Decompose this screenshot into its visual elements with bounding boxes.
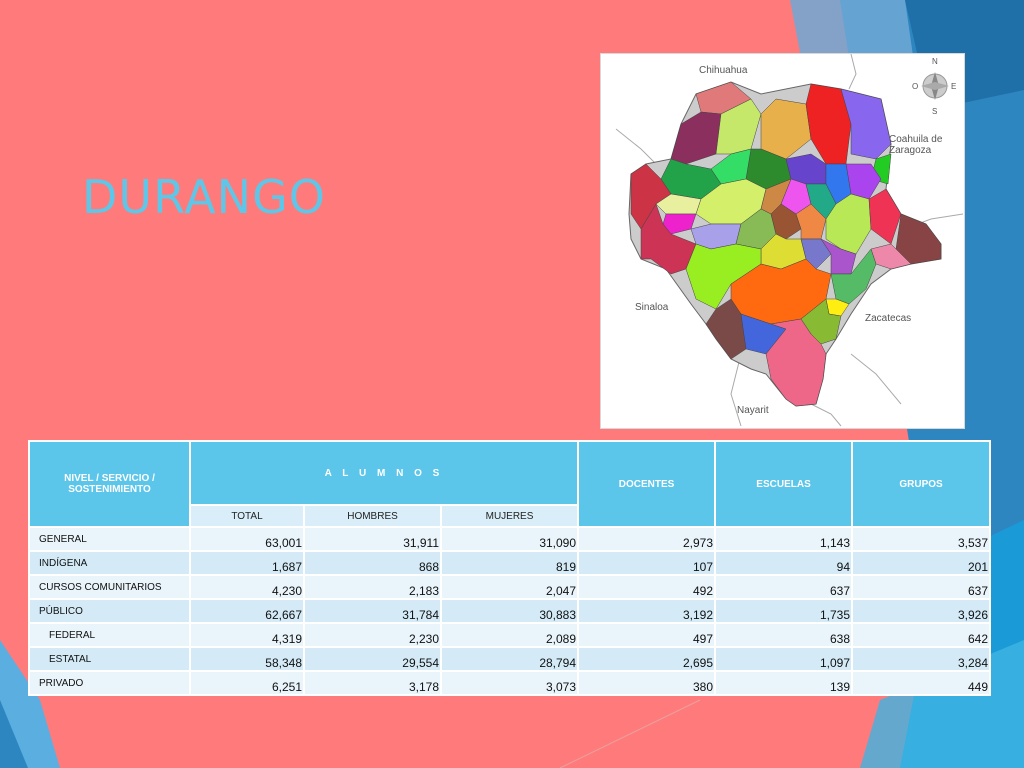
- cell-escuelas: 139: [714, 670, 854, 696]
- cell-mujeres: 30,883: [439, 598, 580, 624]
- cell-escuelas: 637: [714, 574, 854, 600]
- row-label: INDÍGENA: [28, 550, 191, 576]
- cell-mujeres: 2,047: [439, 574, 580, 600]
- cell-grupos: 642: [851, 622, 992, 648]
- map-label-sinaloa: Sinaloa: [635, 302, 669, 313]
- header-alumnos: A L U M N O S: [188, 440, 580, 506]
- map-label-coahuila: Coahuila de Zaragoza: [889, 134, 943, 156]
- row-label: PRIVADO: [28, 670, 191, 696]
- compass-south: S: [932, 107, 938, 116]
- durango-map: Chihuahua Coahuila de Zaragoza Sinaloa Z…: [600, 53, 965, 429]
- cell-mujeres: 3,073: [439, 670, 580, 696]
- cell-total: 1,687: [189, 550, 305, 576]
- row-label: PÚBLICO: [28, 598, 191, 624]
- cell-hombres: 3,178: [303, 670, 442, 696]
- cell-mujeres: 819: [439, 550, 580, 576]
- table-row: ESTATAL 58,348 29,554 28,794 2,695 1,097…: [28, 646, 992, 672]
- cell-docentes: 380: [577, 670, 717, 696]
- table-row: CURSOS COMUNITARIOS 4,230 2,183 2,047 49…: [28, 574, 992, 600]
- cell-total: 6,251: [189, 670, 305, 696]
- map-label-zacatecas: Zacatecas: [865, 313, 912, 324]
- cell-escuelas: 94: [714, 550, 854, 576]
- row-label: FEDERAL: [28, 622, 191, 648]
- page-title: DURANGO: [82, 170, 326, 224]
- cell-hombres: 2,230: [303, 622, 442, 648]
- cell-total: 4,230: [189, 574, 305, 600]
- header-hombres: HOMBRES: [303, 504, 442, 528]
- row-label: ESTATAL: [28, 646, 191, 672]
- cell-docentes: 3,192: [577, 598, 717, 624]
- table-row: FEDERAL 4,319 2,230 2,089 497 638 642: [28, 622, 992, 648]
- cell-hombres: 31,784: [303, 598, 442, 624]
- cell-grupos: 201: [851, 550, 992, 576]
- cell-hombres: 2,183: [303, 574, 442, 600]
- header-docentes: DOCENTES: [577, 440, 717, 528]
- header-total: TOTAL: [189, 504, 305, 528]
- cell-total: 58,348: [189, 646, 305, 672]
- municipalities-map: [615, 54, 964, 427]
- cell-hombres: 868: [303, 550, 442, 576]
- cell-hombres: 29,554: [303, 646, 442, 672]
- cell-grupos: 449: [851, 670, 992, 696]
- table-row: PRIVADO 6,251 3,178 3,073 380 139 449: [28, 670, 992, 696]
- cell-docentes: 497: [577, 622, 717, 648]
- cell-docentes: 492: [577, 574, 717, 600]
- cell-hombres: 31,911: [303, 526, 442, 552]
- compass-north: N: [932, 57, 938, 66]
- map-label-nayarit: Nayarit: [737, 405, 769, 416]
- cell-escuelas: 1,097: [714, 646, 854, 672]
- header-nivel: NIVEL / SERVICIO / SOSTENIMIENTO: [28, 440, 191, 528]
- row-label: CURSOS COMUNITARIOS: [28, 574, 191, 600]
- cell-docentes: 2,695: [577, 646, 717, 672]
- cell-grupos: 3,926: [851, 598, 992, 624]
- table-row: GENERAL 63,001 31,911 31,090 2,973 1,143…: [28, 526, 992, 552]
- row-label: GENERAL: [28, 526, 191, 552]
- cell-escuelas: 1,143: [714, 526, 854, 552]
- cell-total: 4,319: [189, 622, 305, 648]
- table-row: PÚBLICO 62,667 31,784 30,883 3,192 1,735…: [28, 598, 992, 624]
- cell-escuelas: 1,735: [714, 598, 854, 624]
- cell-mujeres: 31,090: [439, 526, 580, 552]
- cell-mujeres: 28,794: [439, 646, 580, 672]
- cell-total: 63,001: [189, 526, 305, 552]
- cell-escuelas: 638: [714, 622, 854, 648]
- cell-mujeres: 2,089: [439, 622, 580, 648]
- header-mujeres: MUJERES: [439, 504, 580, 528]
- map-label-chihuahua: Chihuahua: [699, 65, 748, 76]
- header-escuelas: ESCUELAS: [714, 440, 854, 528]
- statistics-table: NIVEL / SERVICIO / SOSTENIMIENTO A L U M…: [28, 440, 992, 696]
- cell-docentes: 107: [577, 550, 717, 576]
- cell-grupos: 3,284: [851, 646, 992, 672]
- compass-west: O: [912, 82, 919, 91]
- header-grupos: GRUPOS: [851, 440, 992, 528]
- table-row: INDÍGENA 1,687 868 819 107 94 201: [28, 550, 992, 576]
- cell-grupos: 637: [851, 574, 992, 600]
- compass-icon: [921, 72, 949, 100]
- compass-east: E: [951, 82, 957, 91]
- cell-grupos: 3,537: [851, 526, 992, 552]
- cell-docentes: 2,973: [577, 526, 717, 552]
- cell-total: 62,667: [189, 598, 305, 624]
